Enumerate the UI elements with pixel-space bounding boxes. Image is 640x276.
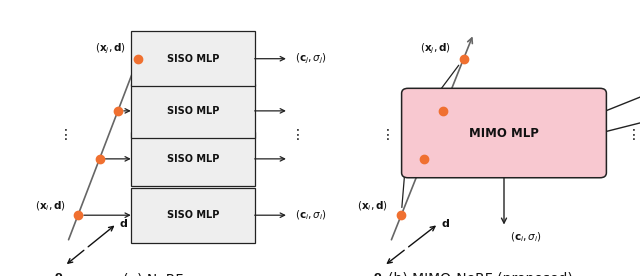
FancyBboxPatch shape: [131, 188, 255, 243]
Text: $(\mathbf{c}_i, \sigma_i)$: $(\mathbf{c}_i, \sigma_i)$: [295, 208, 327, 222]
Text: o: o: [374, 271, 381, 276]
Text: SISO MLP: SISO MLP: [166, 210, 219, 220]
Text: d: d: [442, 219, 449, 229]
Text: (b) MIMO-NeRF (proposed): (b) MIMO-NeRF (proposed): [388, 272, 572, 276]
Text: SISO MLP: SISO MLP: [166, 154, 219, 164]
Text: $\vdots$: $\vdots$: [58, 127, 67, 142]
FancyBboxPatch shape: [131, 132, 255, 186]
Text: o: o: [54, 271, 62, 276]
Text: $(\mathbf{x}_j, \mathbf{d})$: $(\mathbf{x}_j, \mathbf{d})$: [420, 42, 451, 56]
FancyBboxPatch shape: [131, 84, 255, 138]
FancyBboxPatch shape: [402, 88, 607, 178]
Text: SISO MLP: SISO MLP: [166, 54, 219, 64]
Text: MIMO MLP: MIMO MLP: [469, 126, 539, 140]
Text: (a) NeRF: (a) NeRF: [124, 272, 184, 276]
Text: SISO MLP: SISO MLP: [166, 106, 219, 116]
Text: d: d: [120, 219, 128, 229]
FancyBboxPatch shape: [131, 31, 255, 86]
Text: $(\mathbf{x}_i, \mathbf{d})$: $(\mathbf{x}_i, \mathbf{d})$: [357, 199, 388, 213]
Text: $(\mathbf{c}_j, \sigma_j)$: $(\mathbf{c}_j, \sigma_j)$: [295, 52, 327, 66]
Text: $\vdots$: $\vdots$: [380, 127, 390, 142]
Text: $(\mathbf{x}_j, \mathbf{d})$: $(\mathbf{x}_j, \mathbf{d})$: [95, 42, 125, 56]
Text: $(\mathbf{x}_i, \mathbf{d})$: $(\mathbf{x}_i, \mathbf{d})$: [35, 199, 66, 213]
Text: $(\mathbf{c}_i, \sigma_i)$: $(\mathbf{c}_i, \sigma_i)$: [511, 230, 542, 243]
Text: $\vdots$: $\vdots$: [625, 127, 636, 142]
Text: $\vdots$: $\vdots$: [290, 127, 300, 142]
